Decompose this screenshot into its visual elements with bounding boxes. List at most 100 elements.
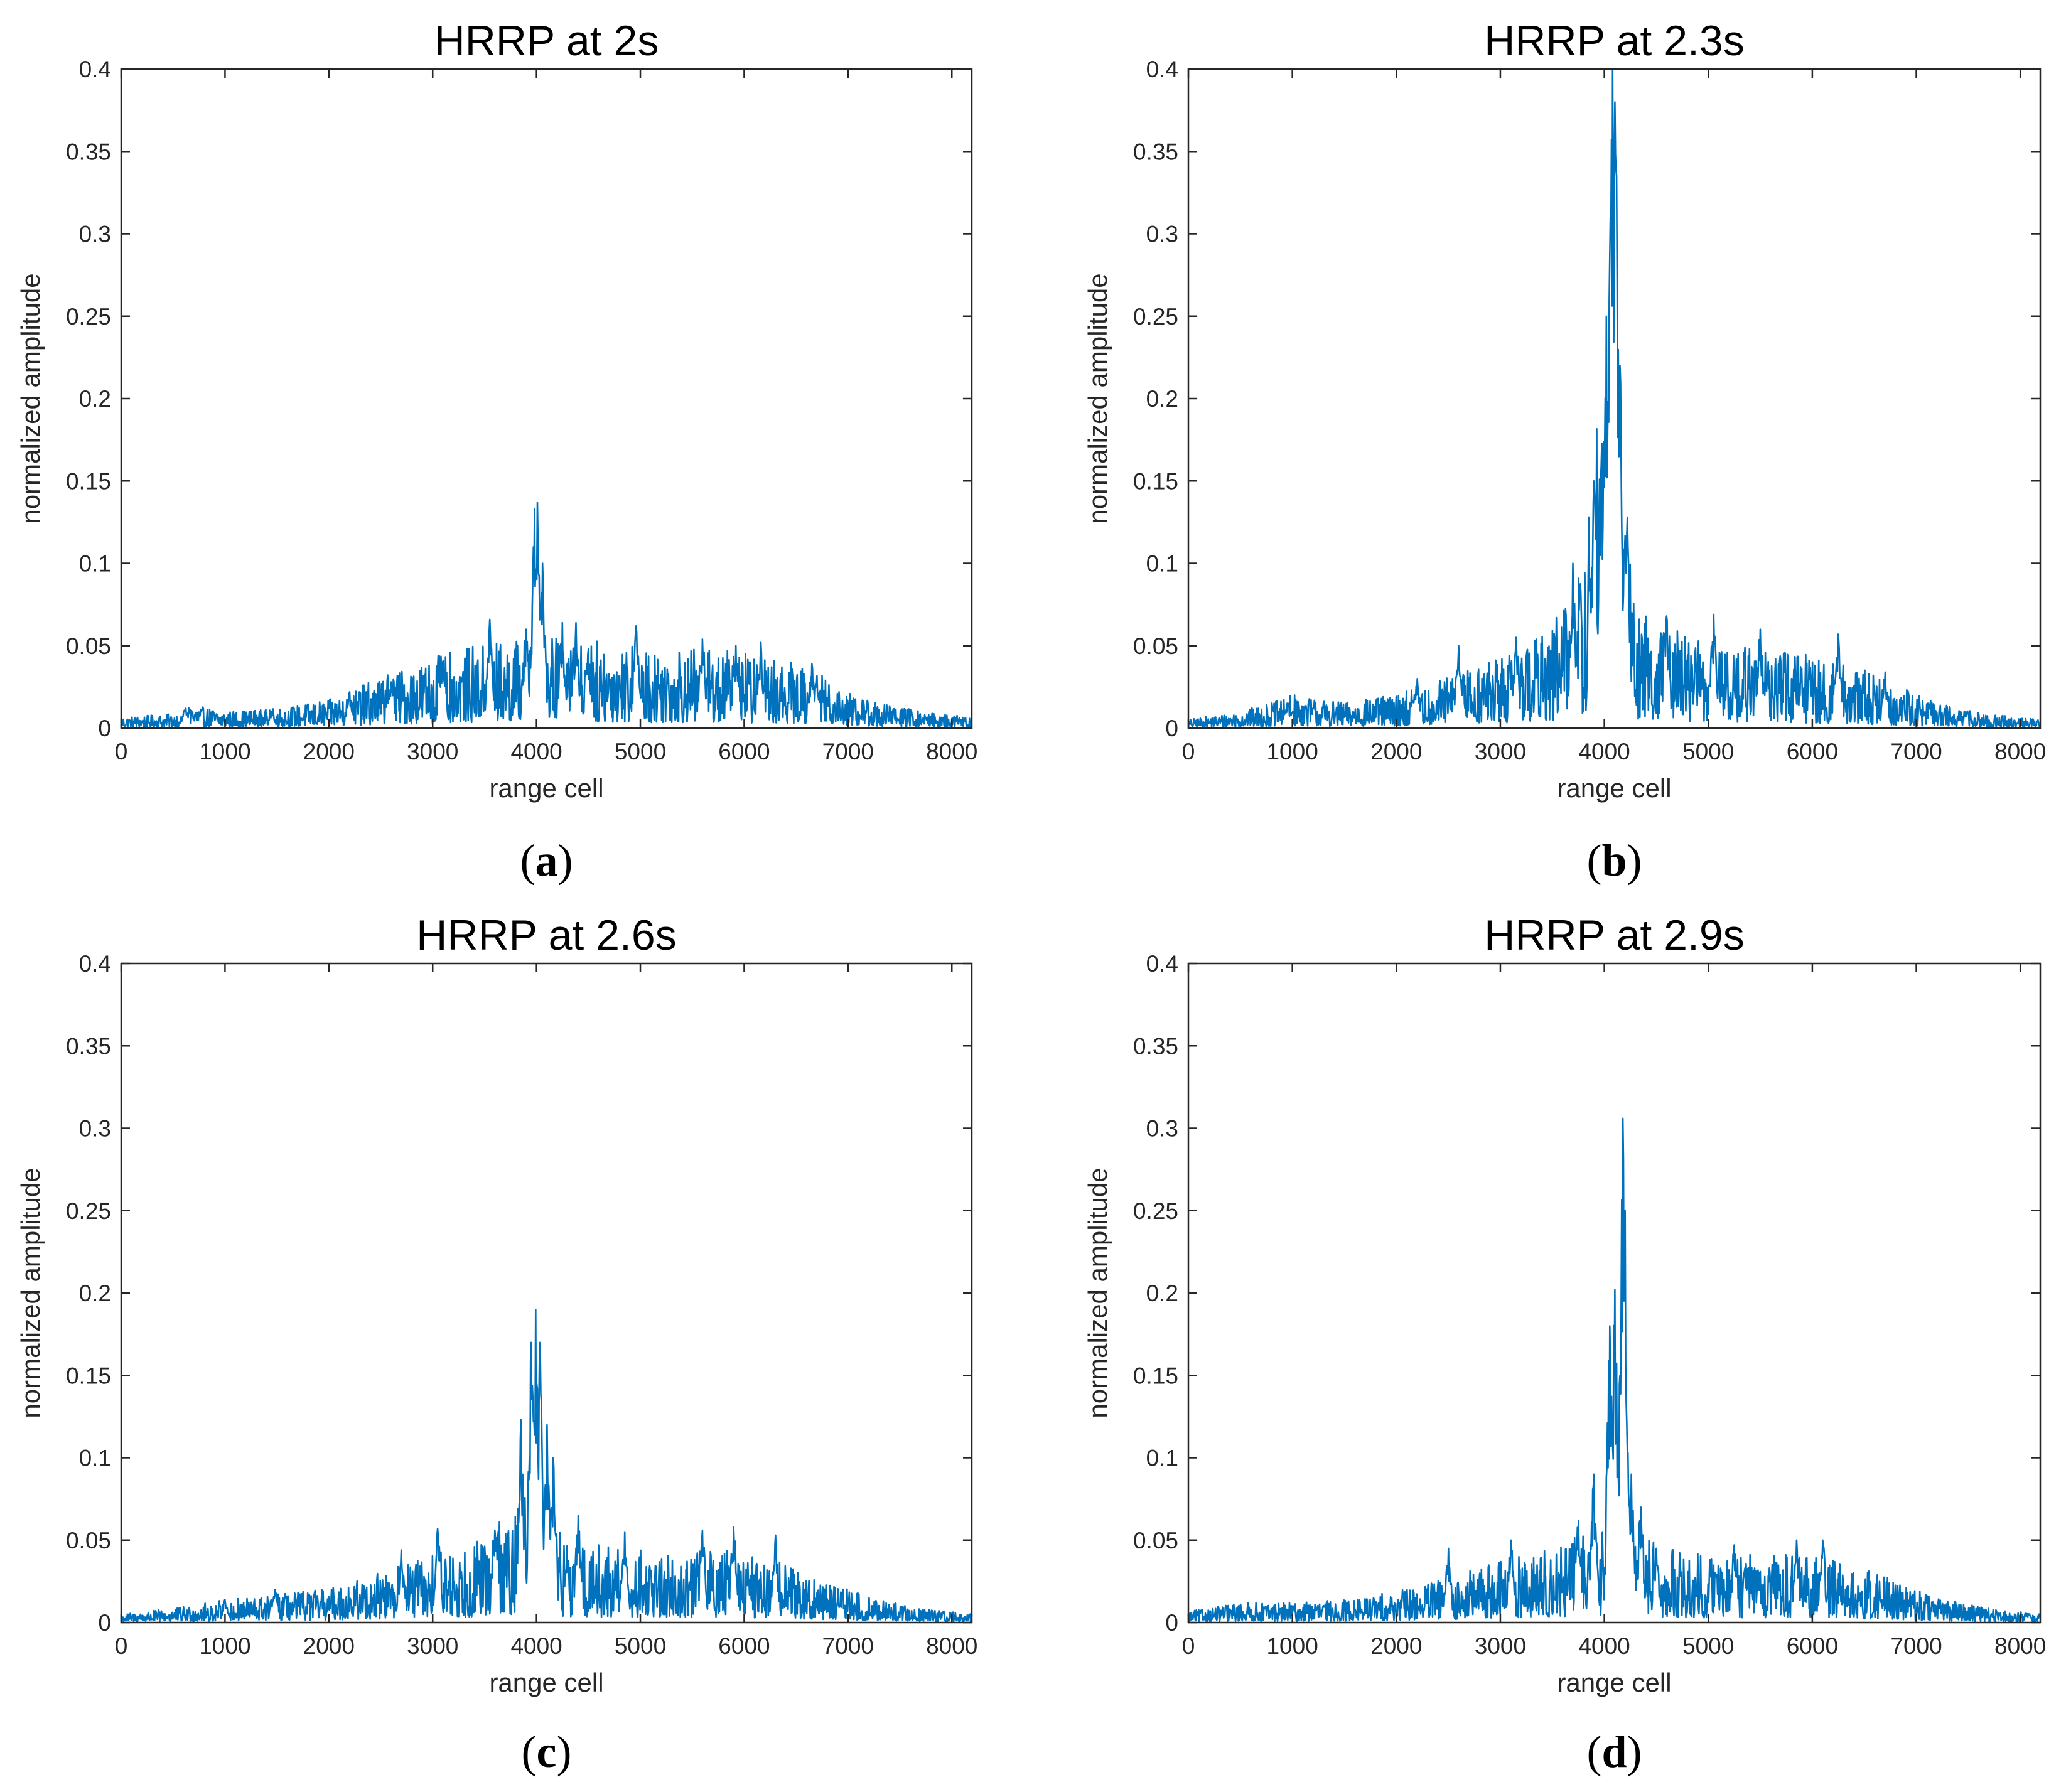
y-tick-label: 0.4 [79,951,111,977]
panel-label-open: ( [1586,835,1601,886]
panel-label-close: ) [1627,835,1642,886]
chart-panel-b: HRRP at 2.3s 0 1000 2000 3000 4000 5000 6000 700… [1083,17,2046,886]
x-tick-label: 1000 [1266,1633,1318,1659]
chart-title: HRRP at 2.6s [416,911,676,959]
x-tick-label: 0 [115,1633,128,1659]
y-tick-label: 0 [1165,716,1178,741]
x-tick-label: 2000 [1370,739,1422,765]
y-tick-label: 0.2 [79,386,111,412]
y-axis-label: normalized amplitude [16,273,45,523]
y-tick-label: 0 [1165,1610,1178,1636]
y-tick-label: 0.3 [1146,222,1178,247]
x-tick-label: 0 [1182,1633,1195,1659]
y-tick-label: 0.05 [1133,633,1178,659]
panel-label-open: ( [1586,1727,1601,1777]
chart-title: HRRP at 2s [434,17,659,65]
y-tick-label: 0.1 [79,1446,111,1471]
y-tick-label: 0.4 [1146,951,1178,977]
x-tick-label: 3000 [1475,739,1526,765]
x-tick-label: 7000 [1890,1633,1942,1659]
x-tick-label: 7000 [822,1633,874,1659]
x-axis-label: range cell [1557,773,1671,803]
x-tick-label: 8000 [926,739,977,765]
x-tick-label: 0 [115,739,128,765]
y-tick-label: 0.1 [1146,1446,1178,1471]
panel-label-open: ( [520,835,535,886]
y-axis-label: normalized amplitude [16,1167,45,1418]
chart-panel-a: HRRP at 2s 0 1000 2000 3000 4000 5000 6000 7000 8… [16,17,977,886]
y-tick-label: 0.25 [66,304,111,330]
x-tick-label: 2000 [303,1633,355,1659]
y-tick-label: 0 [98,1610,111,1636]
panel-label: (c) [522,1727,572,1777]
y-tick-label: 0.05 [66,633,111,659]
y-tick-label: 0.05 [66,1528,111,1553]
x-tick-label: 6000 [718,1633,770,1659]
y-tick-label: 0.15 [1133,468,1178,494]
y-tick-label: 0.2 [1146,1280,1178,1306]
panel-label-letter: b [1601,835,1627,886]
x-tick-label: 2000 [1370,1633,1422,1659]
panel-label-close: ) [558,835,573,886]
y-tick-label: 0.35 [1133,139,1178,164]
panel-label-letter: c [537,1727,557,1777]
x-tick-label: 5000 [1682,739,1734,765]
y-tick-label: 0.4 [1146,56,1178,82]
x-tick-label: 8000 [1994,1633,2046,1659]
x-tick-label: 8000 [926,1633,977,1659]
x-tick-label: 6000 [1787,739,1838,765]
x-tick-label: 5000 [1682,1633,1734,1659]
x-axis-label: range cell [489,1668,603,1697]
x-tick-label: 5000 [615,739,666,765]
x-axis-label: range cell [1557,1668,1671,1697]
series-line-hrrp [121,1309,973,1623]
y-tick-label: 0.25 [1133,304,1178,330]
chart-title: HRRP at 2.3s [1484,17,1744,65]
panel-label-open: ( [522,1727,537,1777]
panel-label: (a) [520,835,573,886]
panel-label-letter: d [1601,1727,1627,1777]
y-tick-label: 0.05 [1133,1528,1178,1553]
series-line-hrrp [1187,68,2042,729]
plot-area-frame [120,962,973,1624]
y-tick-label: 0.3 [79,222,111,247]
x-tick-label: 1000 [199,1633,250,1659]
x-tick-label: 3000 [407,1633,458,1659]
y-tick-label: 0.35 [66,139,111,164]
y-tick-label: 0.1 [1146,551,1178,577]
panel-label-close: ) [1627,1727,1642,1777]
x-tick-label: 3000 [407,739,458,765]
x-tick-label: 4000 [1578,1633,1630,1659]
series-line-hrrp [1187,1117,2042,1623]
y-tick-label: 0.3 [1146,1116,1178,1142]
y-tick-label: 0.2 [79,1280,111,1306]
x-tick-label: 4000 [1578,739,1630,765]
y-tick-label: 0.25 [1133,1198,1178,1224]
x-tick-label: 6000 [1787,1633,1838,1659]
x-tick-label: 1000 [1266,739,1318,765]
x-tick-label: 2000 [303,739,355,765]
y-axis-label: normalized amplitude [1083,273,1112,523]
y-tick-label: 0.4 [79,56,111,82]
series-line-hrrp [120,502,973,728]
x-tick-label: 8000 [1994,739,2046,765]
y-tick-label: 0.35 [1133,1033,1178,1059]
y-tick-label: 0.15 [1133,1363,1178,1388]
y-tick-label: 0.25 [66,1198,111,1224]
chart-panel-d: HRRP at 2.9s 0 1000 2000 3000 4000 5000 6000 700… [1083,911,2046,1777]
x-axis-label: range cell [489,773,603,803]
chart-panel-c: HRRP at 2.6s 0 1000 2000 3000 4000 5000 6000 700… [16,911,977,1777]
y-tick-label: 0.2 [1146,386,1178,412]
x-tick-label: 7000 [822,739,874,765]
y-tick-label: 0.3 [79,1116,111,1142]
y-tick-label: 0.15 [66,468,111,494]
y-tick-label: 0.1 [79,551,111,577]
panel-label: (d) [1586,1727,1642,1777]
x-tick-label: 4000 [510,1633,562,1659]
x-tick-label: 5000 [615,1633,666,1659]
y-tick-label: 0.15 [66,1363,111,1388]
x-tick-label: 1000 [199,739,250,765]
x-tick-label: 0 [1182,739,1195,765]
plot-area-frame [120,68,973,729]
